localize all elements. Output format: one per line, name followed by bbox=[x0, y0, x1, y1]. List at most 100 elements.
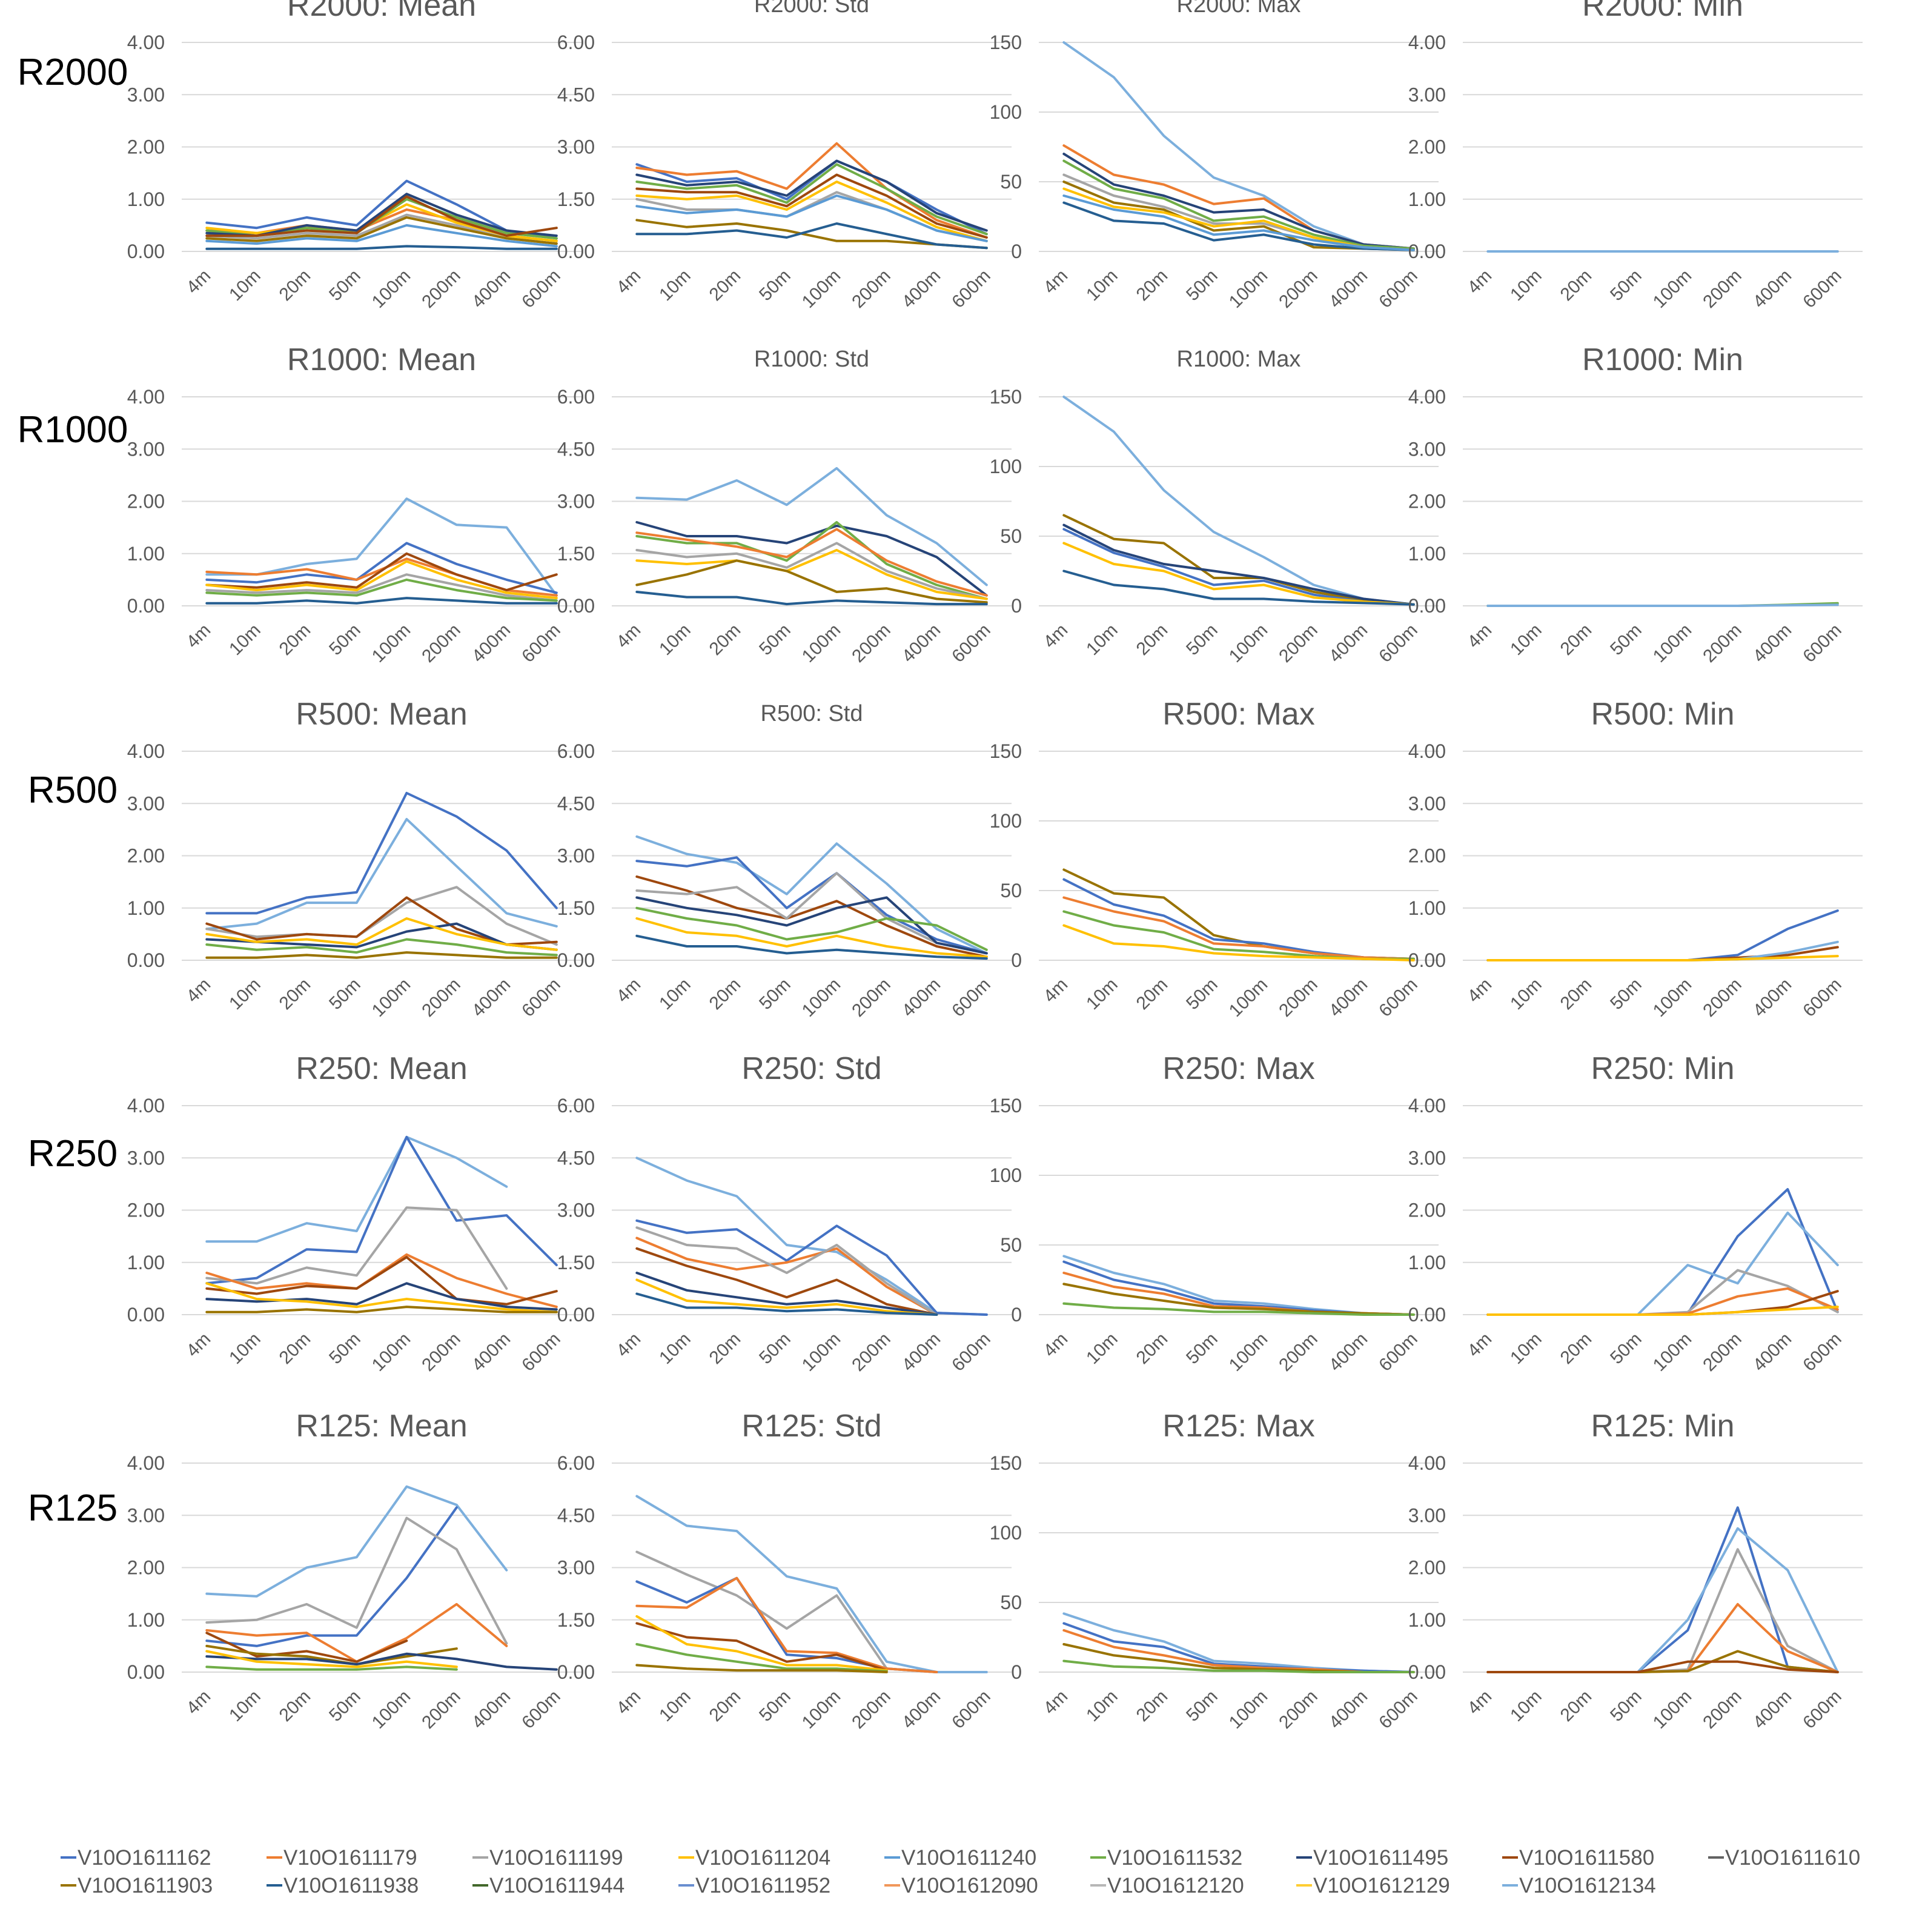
chart-title: R125: Max bbox=[1162, 1409, 1314, 1444]
y-tick-label: 3.00 bbox=[557, 1200, 595, 1221]
legend-label: V10O1611162 bbox=[78, 1846, 211, 1870]
legend-label: V10O1612120 bbox=[1107, 1874, 1244, 1897]
y-tick-label: 4.00 bbox=[127, 386, 165, 408]
y-tick-label: 0.00 bbox=[127, 1304, 165, 1326]
series-line bbox=[635, 1643, 888, 1673]
legend-label: V10O1611179 bbox=[283, 1846, 417, 1870]
x-tick-label: 4m bbox=[612, 1329, 644, 1361]
y-tick-label: 100 bbox=[990, 1164, 1022, 1186]
y-tick-label: 1.00 bbox=[1408, 1252, 1446, 1273]
y-tick-label: 4.00 bbox=[127, 1452, 165, 1474]
chart-title: R500: Std bbox=[761, 701, 863, 726]
y-tick-label: 1.00 bbox=[127, 1252, 165, 1273]
x-tick-label: 50m bbox=[1182, 1687, 1222, 1726]
legend-label: V10O1611938 bbox=[283, 1874, 419, 1897]
series-line bbox=[205, 1650, 458, 1668]
chart-title: R2000: Mean bbox=[287, 0, 476, 23]
series-line bbox=[635, 559, 988, 604]
series-line bbox=[635, 159, 988, 232]
y-tick-label: 6.00 bbox=[557, 1095, 595, 1117]
x-tick-label: 100m bbox=[368, 1329, 414, 1375]
x-tick-label: 20m bbox=[706, 975, 745, 1014]
y-tick-label: 150 bbox=[990, 32, 1022, 53]
x-tick-label: 400m bbox=[1325, 975, 1371, 1021]
y-tick-label: 100 bbox=[990, 456, 1022, 477]
series-line bbox=[1062, 542, 1415, 606]
x-tick-label: 600m bbox=[1375, 1329, 1421, 1375]
chart-title: R125: Min bbox=[1591, 1409, 1735, 1444]
series-line bbox=[205, 216, 558, 245]
legend-label: V10O1611240 bbox=[901, 1846, 1036, 1870]
legend-label: V10O1612129 bbox=[1313, 1874, 1450, 1897]
x-tick-label: 20m bbox=[276, 1687, 315, 1726]
x-tick-label: 200m bbox=[418, 620, 464, 666]
x-tick-label: 20m bbox=[706, 620, 745, 660]
x-tick-label: 400m bbox=[1749, 1329, 1795, 1375]
y-tick-label: 2.00 bbox=[1408, 491, 1446, 513]
series-line bbox=[205, 245, 558, 250]
x-tick-label: 400m bbox=[1749, 620, 1795, 666]
x-tick-label: 4m bbox=[182, 1329, 214, 1361]
series-line bbox=[635, 1615, 888, 1672]
x-tick-label: 200m bbox=[848, 1687, 894, 1733]
series-line bbox=[205, 1306, 558, 1313]
x-tick-label: 4m bbox=[182, 1687, 214, 1719]
series-line bbox=[635, 1237, 938, 1316]
y-tick-label: 0.00 bbox=[127, 241, 165, 262]
legend-label: V10O1611944 bbox=[489, 1874, 625, 1897]
y-tick-label: 3.00 bbox=[127, 1147, 165, 1169]
chart-title: R125: Std bbox=[741, 1409, 881, 1444]
x-tick-label: 20m bbox=[1133, 266, 1172, 305]
x-tick-label: 50m bbox=[1182, 266, 1222, 305]
x-tick-label: 10m bbox=[655, 1687, 695, 1726]
chart-title: R250: Min bbox=[1591, 1051, 1735, 1086]
series-line bbox=[1062, 523, 1415, 606]
series-line bbox=[1486, 1306, 1839, 1316]
chart-title: R125: Mean bbox=[296, 1409, 467, 1444]
x-tick-label: 600m bbox=[1799, 975, 1845, 1021]
x-tick-label: 10m bbox=[225, 266, 265, 305]
x-tick-label: 50m bbox=[755, 1329, 795, 1369]
series-line bbox=[635, 1247, 938, 1316]
row-label: R500 bbox=[28, 769, 118, 811]
x-tick-label: 4m bbox=[1463, 1687, 1496, 1719]
series-line bbox=[635, 591, 988, 606]
series-line bbox=[205, 1282, 558, 1313]
x-tick-label: 600m bbox=[1799, 1687, 1845, 1733]
series-line bbox=[205, 1135, 508, 1243]
legend-label: V10O1611204 bbox=[695, 1846, 830, 1870]
x-tick-label: 50m bbox=[1606, 975, 1646, 1014]
y-tick-label: 6.00 bbox=[557, 1452, 595, 1474]
y-tick-label: 0 bbox=[1011, 949, 1022, 971]
x-tick-label: 100m bbox=[1649, 975, 1695, 1021]
x-tick-label: 50m bbox=[1606, 620, 1646, 660]
series-line bbox=[635, 1272, 938, 1316]
x-tick-label: 4m bbox=[1039, 975, 1072, 1007]
y-tick-label: 0.00 bbox=[557, 1304, 595, 1326]
series-line bbox=[1062, 514, 1415, 606]
series-line bbox=[635, 194, 988, 242]
x-tick-label: 400m bbox=[468, 266, 514, 312]
y-tick-label: 0 bbox=[1011, 1661, 1022, 1683]
y-tick-label: 50 bbox=[1000, 1592, 1022, 1613]
y-tick-label: 50 bbox=[1000, 171, 1022, 193]
x-tick-label: 600m bbox=[1799, 266, 1845, 312]
x-tick-label: 600m bbox=[518, 1329, 564, 1375]
y-tick-label: 1.50 bbox=[557, 1609, 595, 1631]
x-tick-label: 20m bbox=[1133, 975, 1172, 1014]
legend-label: V10O1611532 bbox=[1107, 1846, 1242, 1870]
y-tick-label: 1.00 bbox=[127, 897, 165, 919]
x-tick-label: 10m bbox=[1506, 266, 1546, 305]
x-tick-label: 100m bbox=[368, 266, 414, 312]
x-tick-label: 4m bbox=[182, 620, 214, 652]
x-tick-label: 100m bbox=[1649, 266, 1695, 312]
x-tick-label: 10m bbox=[655, 975, 695, 1014]
series-line bbox=[205, 1485, 508, 1598]
y-tick-label: 3.00 bbox=[127, 792, 165, 814]
x-tick-label: 200m bbox=[1275, 975, 1321, 1021]
x-tick-label: 10m bbox=[1506, 1687, 1546, 1726]
x-tick-label: 10m bbox=[1082, 1329, 1122, 1369]
x-tick-label: 200m bbox=[418, 266, 464, 312]
x-tick-label: 100m bbox=[798, 266, 844, 312]
y-tick-label: 1.00 bbox=[1408, 543, 1446, 565]
